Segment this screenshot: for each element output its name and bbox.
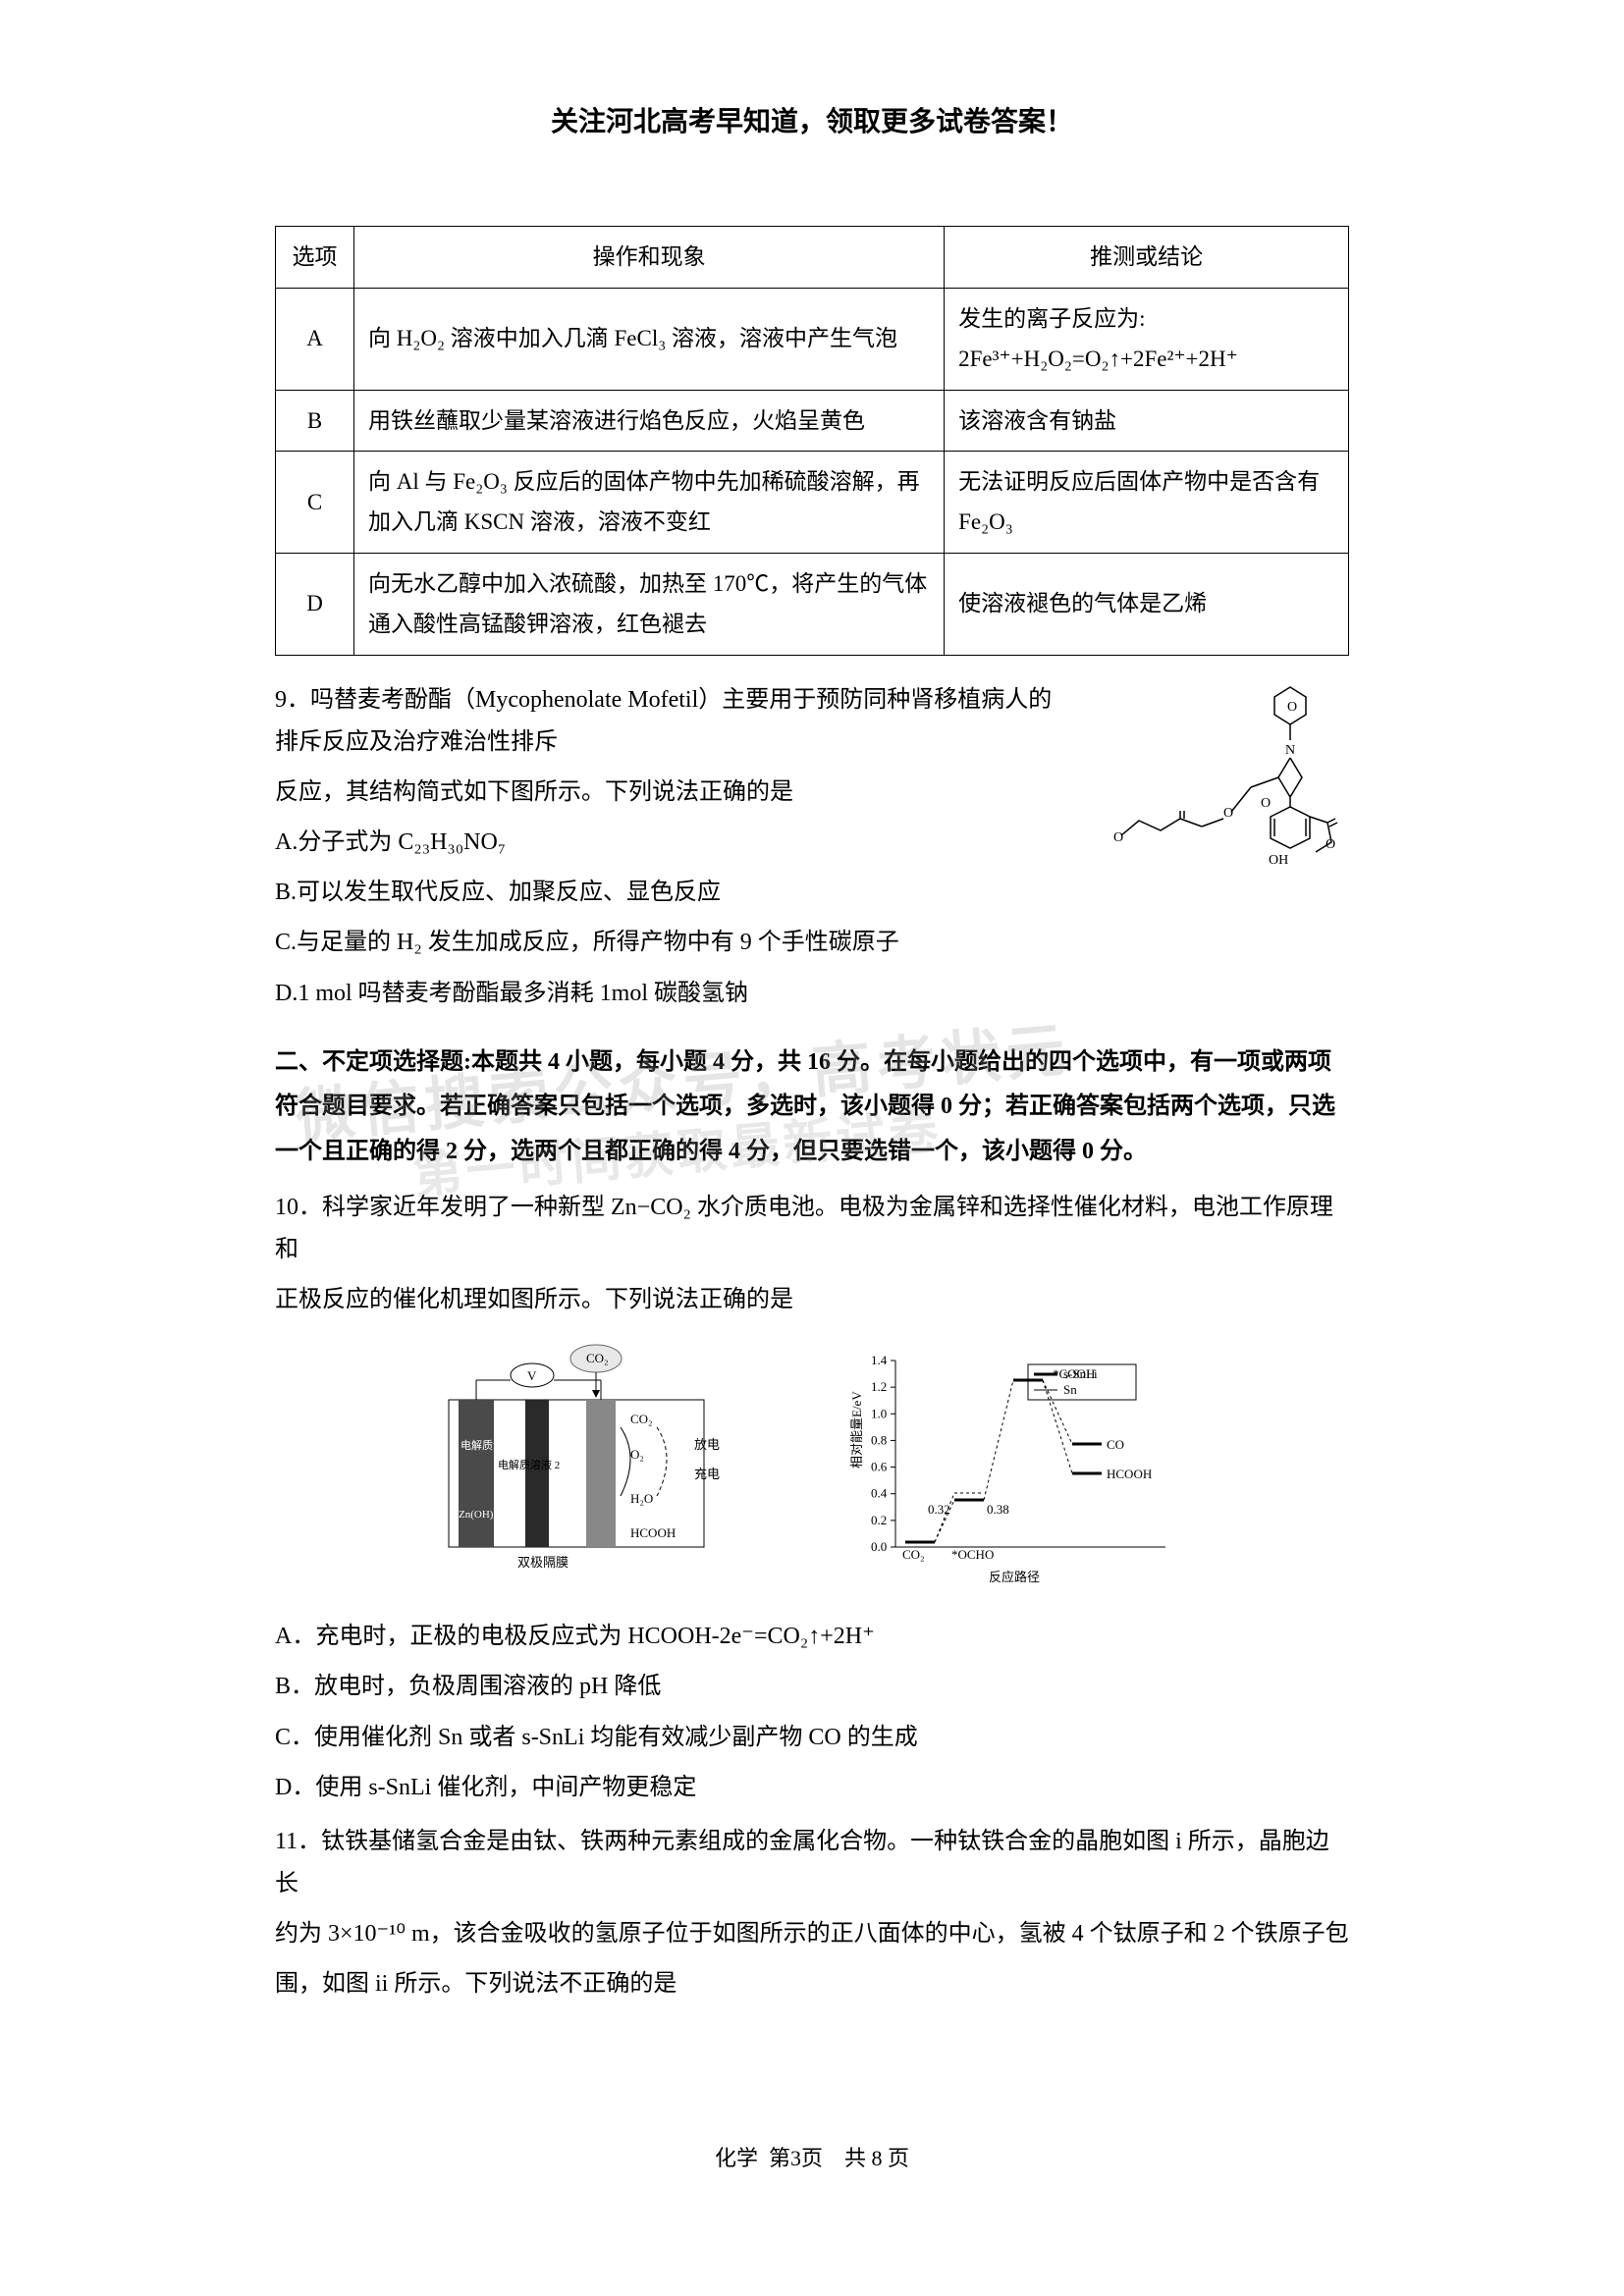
cell-opt: D bbox=[276, 553, 354, 655]
svg-text:1.2: 1.2 bbox=[871, 1379, 887, 1394]
th-conclusion: 推测或结论 bbox=[945, 227, 1349, 288]
q11-stem2: 约为 3×10⁻¹⁰ m，该合金吸收的氢原子位于如图所示的正八面体的中心，氢被 … bbox=[275, 1913, 1349, 1955]
svg-text:HCOOH: HCOOH bbox=[1107, 1467, 1152, 1481]
svg-text:O: O bbox=[1287, 700, 1297, 715]
q9-option-c: C.与足量的 H₂ 发生加成反应，所得产物中有 9 个手性碳原子 bbox=[275, 922, 1349, 964]
cell-opt: B bbox=[276, 390, 354, 451]
svg-text:HCOOH: HCOOH bbox=[630, 1525, 676, 1540]
table-row: D 向无水乙醇中加入浓硫酸，加热至 170℃，将产生的气体通入酸性高锰酸钾溶液，… bbox=[276, 553, 1349, 655]
cell-opt: A bbox=[276, 288, 354, 390]
q10-option-a: A．充电时，正极的电极反应式为 HCOOH-2e⁻=CO₂↑+2H⁺ bbox=[275, 1616, 1349, 1658]
svg-text:*COOH: *COOH bbox=[1053, 1366, 1095, 1381]
cell-opt: C bbox=[276, 451, 354, 553]
cell-op: 向无水乙醇中加入浓硫酸，加热至 170℃，将产生的气体通入酸性高锰酸钾溶液，红色… bbox=[354, 553, 945, 655]
footer-subject: 化学 bbox=[715, 2146, 758, 2170]
svg-text:电解质溶液 1: 电解质溶液 1 bbox=[460, 1438, 522, 1452]
svg-text:CO₂: CO₂ bbox=[586, 1351, 609, 1365]
svg-text:放电: 放电 bbox=[694, 1437, 720, 1452]
cell-op: 向 H₂O₂ 溶液中加入几滴 FeCl₃ 溶液，溶液中产生气泡 bbox=[354, 288, 945, 390]
svg-text:V: V bbox=[527, 1368, 537, 1383]
svg-text:CO: CO bbox=[1107, 1437, 1124, 1452]
svg-text:0.38: 0.38 bbox=[987, 1502, 1009, 1517]
svg-text:0.8: 0.8 bbox=[871, 1433, 887, 1448]
q10-option-d: D．使用 s-SnLi 催化剂，中间产物更稳定 bbox=[275, 1767, 1349, 1809]
svg-text:OH: OH bbox=[1269, 853, 1288, 868]
table-row: B 用铁丝蘸取少量某溶液进行焰色反应，火焰呈黄色 该溶液含有钠盐 bbox=[276, 390, 1349, 451]
cell-conc: 无法证明反应后固体产物中是否含有 Fe₂O₃ bbox=[945, 451, 1349, 553]
table-row: C 向 Al 与 Fe₂O₃ 反应后的固体产物中先加稀硫酸溶解，再加入几滴 KS… bbox=[276, 451, 1349, 553]
q11-stem1: 11．钛铁基储氢合金是由钛、铁两种元素组成的金属化合物。一种钛铁合金的晶胞如图 … bbox=[275, 1821, 1349, 1905]
svg-text:0.4: 0.4 bbox=[871, 1486, 888, 1501]
svg-text:0.32: 0.32 bbox=[928, 1502, 950, 1517]
molecule-structure-icon: O N O O OH O O bbox=[1094, 669, 1349, 895]
q10-stem2: 正极反应的催化机理如图所示。下列说法正确的是 bbox=[275, 1279, 1349, 1321]
cell-op: 向 Al 与 Fe₂O₃ 反应后的固体产物中先加稀硫酸溶解，再加入几滴 KSCN… bbox=[354, 451, 945, 553]
cell-conc: 该溶液含有钠盐 bbox=[945, 390, 1349, 451]
q10-stem1: 10．科学家近年发明了一种新型 Zn−CO₂ 水介质电池。电极为金属锌和选择性催… bbox=[275, 1187, 1349, 1271]
section2-line2: 符合题目要求。若正确答案只包括一个选项，多选时，该小题得 0 分；若正确答案包括… bbox=[275, 1094, 1335, 1119]
svg-text:反应路径: 反应路径 bbox=[989, 1570, 1040, 1584]
question-11: 11．钛铁基储氢合金是由钛、铁两种元素组成的金属化合物。一种钛铁合金的晶胞如图 … bbox=[275, 1821, 1349, 2006]
svg-text:0.6: 0.6 bbox=[871, 1460, 888, 1474]
svg-text:电解质溶液 2: 电解质溶液 2 bbox=[498, 1458, 560, 1471]
svg-text:CO₂: CO₂ bbox=[902, 1547, 925, 1562]
header-banner: 关注河北高考早知道，领取更多试卷答案！ bbox=[275, 98, 1349, 147]
question-table: 选项 操作和现象 推测或结论 A 向 H₂O₂ 溶液中加入几滴 FeCl₃ 溶液… bbox=[275, 226, 1349, 655]
svg-text:0.2: 0.2 bbox=[871, 1513, 887, 1527]
section2-line3: 一个且正确的得 2 分，选两个且都正确的得 4 分，但只要选错一个，该小题得 0… bbox=[275, 1139, 1147, 1164]
svg-text:O: O bbox=[1261, 796, 1271, 811]
cell-conc: 使溶液褪色的气体是乙烯 bbox=[945, 553, 1349, 655]
svg-text:N: N bbox=[1285, 743, 1295, 758]
table-header-row: 选项 操作和现象 推测或结论 bbox=[276, 227, 1349, 288]
svg-text:O: O bbox=[1113, 830, 1123, 845]
question-9: O N O O OH O O 9．吗替麦考酚酯（Mycophenolate Mo… bbox=[275, 679, 1349, 1023]
section-2-header: 二、不定项选择题:本题共 4 小题，每小题 4 分，共 16 分。在每小题给出的… bbox=[275, 1041, 1349, 1175]
footer-total: 共 8 页 bbox=[844, 2146, 909, 2170]
svg-text:1.4: 1.4 bbox=[871, 1353, 888, 1367]
page-footer: 化学 第3页 共 8 页 bbox=[0, 2139, 1624, 2178]
svg-text:*OCHO: *OCHO bbox=[951, 1547, 994, 1562]
svg-text:Sn: Sn bbox=[1063, 1382, 1077, 1397]
q10-option-b: B．放电时，负极周围溶液的 pH 降低 bbox=[275, 1666, 1349, 1708]
svg-text:O: O bbox=[1326, 837, 1335, 852]
table-row: A 向 H₂O₂ 溶液中加入几滴 FeCl₃ 溶液，溶液中产生气泡 发生的离子反… bbox=[276, 288, 1349, 390]
th-option: 选项 bbox=[276, 227, 354, 288]
svg-text:O: O bbox=[1223, 806, 1233, 821]
cell-op: 用铁丝蘸取少量某溶液进行焰色反应，火焰呈黄色 bbox=[354, 390, 945, 451]
svg-text:H₂O: H₂O bbox=[630, 1491, 653, 1506]
q10-diagrams: CO₂ 电解质溶液 1 电解质溶液 2 Zn(OH)₄²⁻ V CO₂ O₂ H… bbox=[275, 1341, 1349, 1596]
battery-diagram-icon: CO₂ 电解质溶液 1 电解质溶液 2 Zn(OH)₄²⁻ V CO₂ O₂ H… bbox=[429, 1341, 802, 1596]
question-10: 10．科学家近年发明了一种新型 Zn−CO₂ 水介质电池。电极为金属锌和选择性催… bbox=[275, 1187, 1349, 1809]
q11-stem3: 围，如图 ii 所示。下列说法不正确的是 bbox=[275, 1963, 1349, 2005]
svg-text:双极隔膜: 双极隔膜 bbox=[517, 1555, 568, 1570]
svg-text:1.0: 1.0 bbox=[871, 1406, 887, 1420]
svg-text:0.0: 0.0 bbox=[871, 1539, 887, 1554]
svg-text:充电: 充电 bbox=[694, 1467, 720, 1481]
footer-page: 第3页 bbox=[769, 2146, 823, 2170]
svg-text:Zn(OH)₄²⁻: Zn(OH)₄²⁻ bbox=[459, 1509, 507, 1521]
svg-text:相对能量E/eV: 相对能量E/eV bbox=[849, 1391, 864, 1468]
cell-conc: 发生的离子反应为: 2Fe³⁺+H₂O₂=O₂↑+2Fe²⁺+2H⁺ bbox=[945, 288, 1349, 390]
q9-option-d: D.1 mol 吗替麦考酚酯最多消耗 1mol 碳酸氢钠 bbox=[275, 973, 1349, 1015]
th-operation: 操作和现象 bbox=[354, 227, 945, 288]
section2-line1: 二、不定项选择题:本题共 4 小题，每小题 4 分，共 16 分。在每小题给出的… bbox=[275, 1049, 1331, 1075]
q10-option-c: C．使用催化剂 Sn 或者 s-SnLi 均能有效减少副产物 CO 的生成 bbox=[275, 1717, 1349, 1759]
energy-chart-icon: 相对能量E/eV 0.00.20.40.60.81.01.21.4 s-SnLi… bbox=[841, 1341, 1195, 1596]
svg-text:CO₂: CO₂ bbox=[630, 1412, 653, 1426]
svg-text:O₂: O₂ bbox=[630, 1447, 644, 1462]
